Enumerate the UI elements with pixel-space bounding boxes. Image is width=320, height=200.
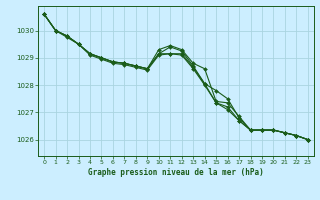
X-axis label: Graphe pression niveau de la mer (hPa): Graphe pression niveau de la mer (hPa) bbox=[88, 168, 264, 177]
